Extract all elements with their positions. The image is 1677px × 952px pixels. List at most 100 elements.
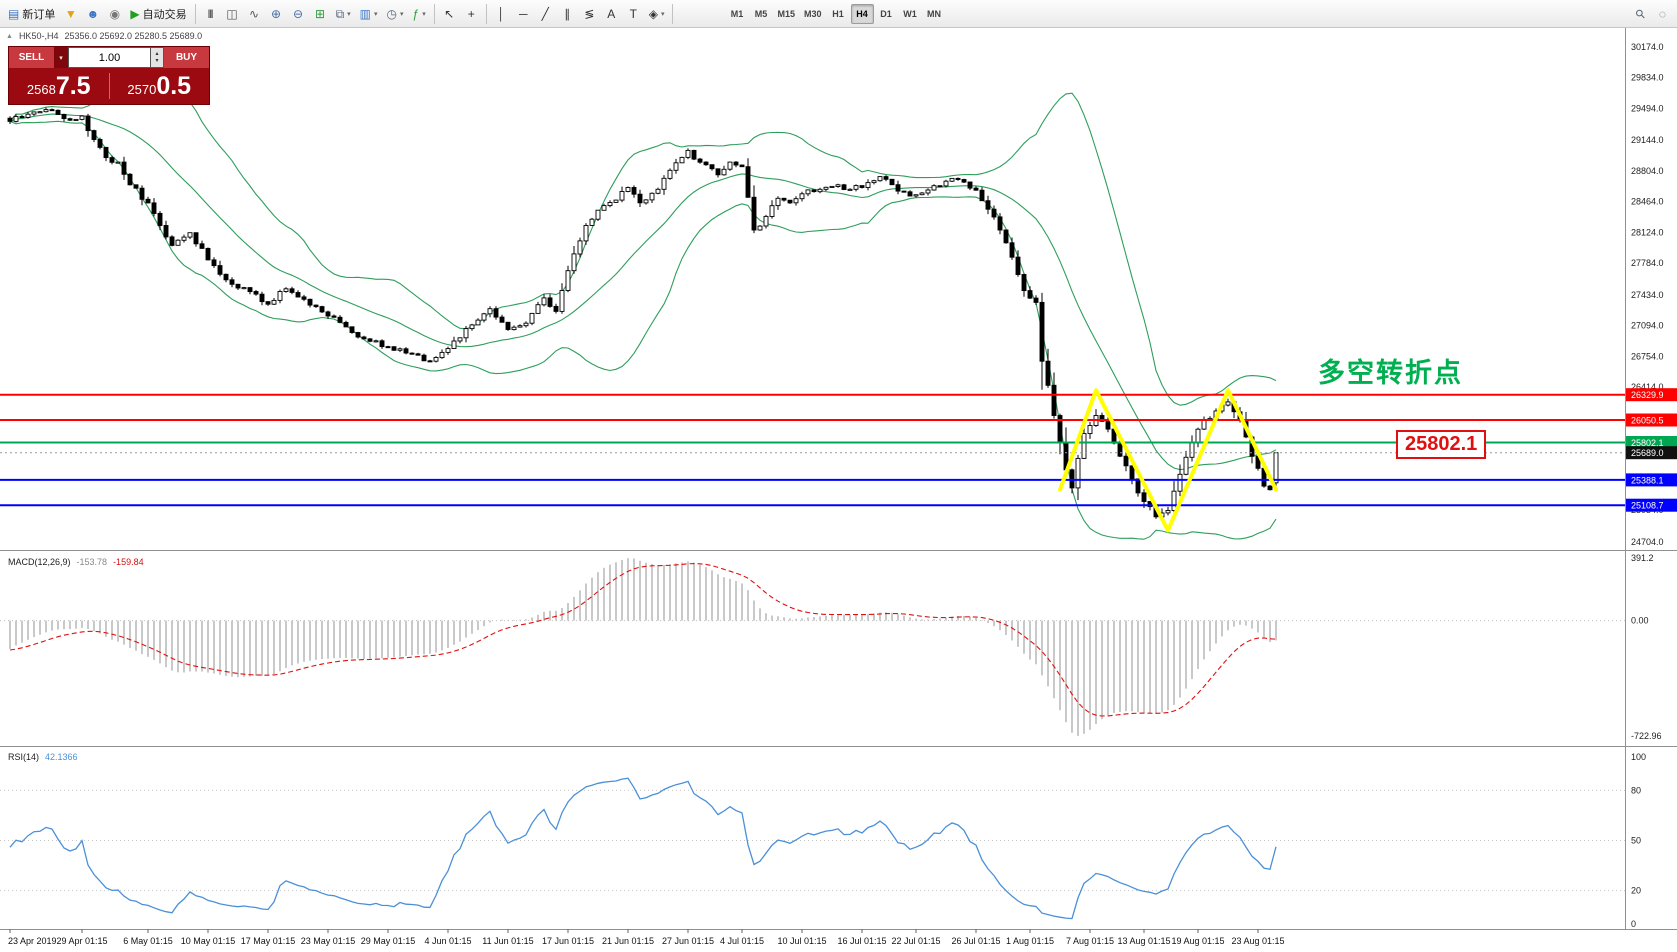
- zoom-in-icon: ⊕: [271, 6, 282, 21]
- rsi-panel: 100 80 50 20 0 RSI(14) 42.1366: [0, 752, 1646, 929]
- svg-text:29494.0: 29494.0: [1631, 103, 1664, 113]
- shapes-icon: ◈: [648, 6, 658, 21]
- vertical-line-icon[interactable]: │: [491, 3, 512, 25]
- indicators-icon[interactable]: ƒ ▾: [409, 3, 430, 25]
- stepper-up-icon[interactable]: ▴: [155, 50, 159, 57]
- volume-stepper[interactable]: ▴ ▾: [151, 47, 164, 68]
- new-order-button[interactable]: ▤ 新订单: [4, 3, 59, 25]
- candlestick-chart-icon[interactable]: ◫: [222, 3, 243, 25]
- search-icon[interactable]: ⚲: [1630, 3, 1651, 25]
- horizontal-level-lines[interactable]: 26329.9 26050.5 25802.1 25388.1 25108.7 25689…: [0, 388, 1677, 512]
- svg-text:11 Jun 01:15: 11 Jun 01:15: [482, 936, 533, 946]
- price-divider: [108, 73, 110, 99]
- volume-dropdown-icon[interactable]: ▾: [54, 47, 68, 68]
- timeframe-m5-button[interactable]: M5: [749, 4, 772, 24]
- zoom-out-icon[interactable]: ⊖: [288, 3, 309, 25]
- svg-text:23 Aug 01:15: 23 Aug 01:15: [1231, 936, 1284, 946]
- svg-text:391.2: 391.2: [1631, 553, 1654, 563]
- funnel-icon[interactable]: ▼: [60, 3, 81, 25]
- bar-chart-icon: |||: [207, 8, 213, 18]
- svg-text:29 May 01:15: 29 May 01:15: [361, 936, 416, 946]
- svg-text:50: 50: [1631, 836, 1641, 846]
- svg-text:100: 100: [1631, 752, 1646, 762]
- panel-borders: [0, 28, 1677, 930]
- svg-text:10 May 01:15: 10 May 01:15: [181, 936, 236, 946]
- label-tool-icon: T: [629, 6, 637, 21]
- svg-text:25388.1: 25388.1: [1631, 475, 1664, 485]
- svg-text:26 Jul 01:15: 26 Jul 01:15: [951, 936, 1000, 946]
- svg-text:4 Jun 01:15: 4 Jun 01:15: [424, 936, 471, 946]
- price-callout-label[interactable]: 25802.1: [1396, 430, 1487, 459]
- svg-text:29 Apr 01:15: 29 Apr 01:15: [56, 936, 107, 946]
- profile-icon[interactable]: ☻: [82, 3, 103, 25]
- buy-button[interactable]: BUY: [164, 47, 209, 68]
- collapse-arrow-icon[interactable]: ▲: [6, 32, 13, 40]
- timeframe-m1-button[interactable]: M1: [725, 4, 748, 24]
- funnel-icon: ▼: [64, 6, 77, 21]
- shapes-icon[interactable]: ◈ ▾: [645, 3, 669, 25]
- line-chart-icon[interactable]: ∿: [244, 3, 265, 25]
- svg-text:26754.0: 26754.0: [1631, 351, 1664, 361]
- toolbar-separator: [194, 3, 196, 24]
- timeframe-m15-button[interactable]: M15: [773, 4, 799, 24]
- arrange-windows-icon[interactable]: ⧉ ▾: [332, 3, 355, 25]
- arrange-windows-icon: ⧉: [335, 6, 345, 21]
- svg-text:0: 0: [1631, 919, 1636, 929]
- new-chart-icon[interactable]: ▥ ▾: [356, 3, 382, 25]
- channel-icon[interactable]: ∥: [557, 3, 578, 25]
- cursor-icon[interactable]: ↖: [439, 3, 460, 25]
- volume-input[interactable]: 1.00: [68, 47, 151, 68]
- timeframe-h4-button[interactable]: H4: [850, 3, 874, 24]
- indicators-icon: ƒ: [412, 6, 420, 21]
- timeframe-mn-button[interactable]: MN: [923, 4, 946, 24]
- bollinger-bands: [9, 80, 1277, 540]
- help-icon: ◌: [1658, 6, 1667, 21]
- symbol-period-label: HK50-,H4: [18, 31, 59, 41]
- svg-text:22 Jul 01:15: 22 Jul 01:15: [891, 936, 940, 946]
- autotrade-button[interactable]: ▶ 自动交易: [126, 3, 190, 25]
- period-icon[interactable]: ◷ ▾: [383, 3, 408, 25]
- fibonacci-icon[interactable]: ≶: [579, 3, 600, 25]
- caret-down-icon: ▾: [422, 10, 426, 18]
- svg-text:29144.0: 29144.0: [1631, 135, 1664, 145]
- svg-text:28124.0: 28124.0: [1631, 227, 1664, 237]
- trendline-icon: ╱: [541, 6, 549, 21]
- autotrade-button-label: 自动交易: [142, 8, 187, 21]
- svg-text:26050.5: 26050.5: [1631, 416, 1664, 426]
- sell-button[interactable]: SELL: [9, 47, 54, 68]
- search-icon: ⚲: [1632, 5, 1649, 22]
- turning-point-annotation[interactable]: 多空转折点: [1318, 358, 1463, 388]
- bar-chart-icon[interactable]: |||: [200, 3, 221, 25]
- svg-text:30174.0: 30174.0: [1631, 42, 1664, 52]
- timeframe-w1-button[interactable]: W1: [899, 4, 922, 24]
- chart-header: ▲ HK50-,H4 25356.0 25692.0 25280.5 25689…: [6, 31, 202, 41]
- profile-icon: ☻: [86, 6, 100, 21]
- trendline-icon[interactable]: ╱: [535, 3, 556, 25]
- timeframe-h1-button[interactable]: H1: [827, 4, 850, 24]
- svg-text:RSI(14)42.1366: RSI(14) 42.1366: [8, 752, 78, 762]
- zigzag-annotation[interactable]: [1058, 388, 1278, 533]
- svg-text:7 Aug 01:15: 7 Aug 01:15: [1066, 936, 1114, 946]
- time-axis: 23 Apr 2019 29 Apr 01:15 6 May 01:15 10 May…: [8, 929, 1285, 946]
- headset-icon[interactable]: ◉: [104, 3, 125, 25]
- svg-text:23 May 01:15: 23 May 01:15: [301, 936, 356, 946]
- timeframe-d1-button[interactable]: D1: [875, 4, 898, 24]
- crosshair-icon[interactable]: +: [461, 3, 482, 25]
- trade-controls-row: SELL ▾ 1.00 ▴ ▾ BUY: [9, 47, 209, 68]
- timeframe-m30-button[interactable]: M30: [800, 4, 826, 24]
- new-order-button-label: 新订单: [22, 8, 56, 21]
- autotrade-button-icon: ▶: [130, 6, 140, 21]
- headset-icon: ◉: [109, 6, 121, 21]
- svg-text:21 Jun 01:15: 21 Jun 01:15: [602, 936, 654, 946]
- tile-windows-icon[interactable]: ⊞: [310, 3, 331, 25]
- cursor-icon: ↖: [444, 6, 455, 21]
- help-icon[interactable]: ◌: [1652, 3, 1673, 25]
- horizontal-line-icon[interactable]: ─: [513, 3, 534, 25]
- buy-price[interactable]: 25700.5: [110, 72, 210, 101]
- stepper-down-icon[interactable]: ▾: [155, 57, 159, 64]
- label-tool-icon[interactable]: T: [623, 3, 644, 25]
- text-tool-icon[interactable]: A: [601, 3, 622, 25]
- zoom-in-icon[interactable]: ⊕: [266, 3, 287, 25]
- sell-price[interactable]: 25687.5: [9, 72, 109, 101]
